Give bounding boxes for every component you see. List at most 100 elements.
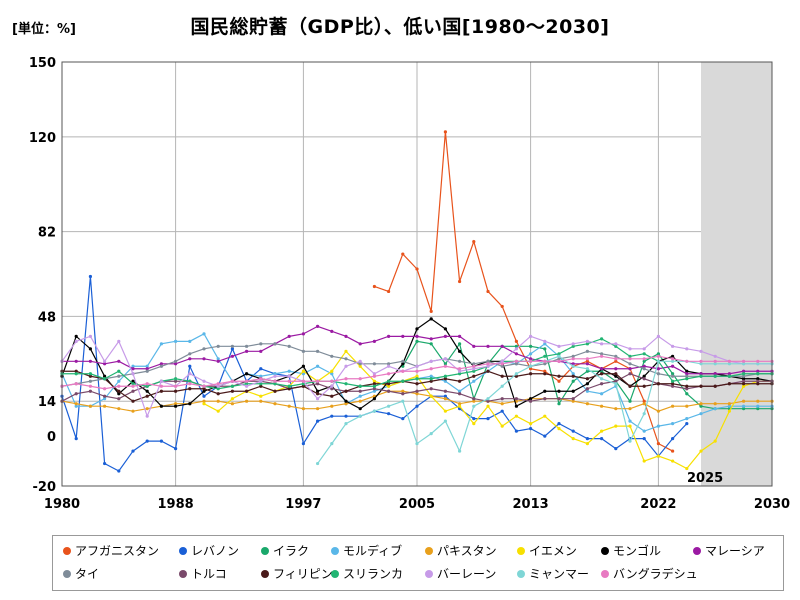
data-point <box>387 382 391 386</box>
data-point <box>429 394 433 398</box>
data-point <box>174 377 178 381</box>
legend-swatch <box>261 546 269 555</box>
data-point <box>571 429 575 433</box>
data-point <box>742 372 746 376</box>
data-point <box>401 252 405 256</box>
data-point <box>713 407 717 411</box>
data-point <box>628 419 632 423</box>
legend-item: イエメン <box>517 542 577 559</box>
data-point <box>316 461 320 466</box>
data-point <box>685 377 689 381</box>
data-point <box>387 412 391 416</box>
data-point <box>174 384 178 388</box>
data-point <box>387 384 391 388</box>
data-point <box>188 352 192 356</box>
data-point <box>344 349 348 353</box>
data-point <box>330 372 334 376</box>
series-line <box>203 350 772 470</box>
data-point <box>685 404 689 408</box>
data-point <box>671 359 675 363</box>
data-point <box>756 369 760 373</box>
legend-item: アフガニスタン <box>63 542 159 559</box>
data-point <box>656 354 661 358</box>
forecast-label: 2025 <box>687 471 723 486</box>
data-point <box>514 374 519 378</box>
data-point <box>401 417 405 421</box>
data-point <box>699 404 703 408</box>
legend-label: イラク <box>273 544 310 558</box>
data-point <box>245 379 249 383</box>
data-point <box>628 354 632 358</box>
data-point <box>159 342 163 346</box>
data-point <box>273 342 277 346</box>
data-point <box>713 362 717 366</box>
data-point <box>756 359 760 363</box>
data-point <box>401 369 405 373</box>
data-point <box>713 402 717 406</box>
data-point <box>571 364 575 368</box>
data-point <box>372 397 376 401</box>
data-point <box>230 347 234 351</box>
data-point <box>656 409 661 413</box>
data-point <box>500 362 504 366</box>
data-point <box>443 327 447 331</box>
legend-label: モルディブ <box>343 544 403 558</box>
data-point <box>159 362 163 366</box>
data-point <box>358 364 362 368</box>
data-point <box>103 374 107 378</box>
data-point <box>642 459 646 463</box>
data-point <box>642 359 646 363</box>
data-point <box>401 334 405 338</box>
data-point <box>330 369 334 373</box>
y-tick-label: -20 <box>33 480 57 495</box>
data-point <box>458 392 462 396</box>
data-point <box>656 334 661 338</box>
data-point <box>88 334 92 338</box>
data-point <box>671 404 675 408</box>
data-point <box>74 402 78 406</box>
data-point <box>415 334 419 338</box>
data-point <box>585 362 590 366</box>
data-point <box>557 402 561 406</box>
data-point <box>472 369 476 373</box>
data-point <box>88 404 92 408</box>
data-point <box>614 407 618 411</box>
data-point <box>117 339 121 343</box>
data-point <box>557 357 561 361</box>
data-point <box>600 372 604 376</box>
data-point <box>571 357 575 361</box>
data-point <box>372 379 376 383</box>
data-point <box>514 404 519 408</box>
data-point <box>131 382 135 386</box>
data-point <box>387 364 391 368</box>
data-point <box>330 387 334 391</box>
data-point <box>713 372 717 376</box>
data-point <box>628 357 632 361</box>
data-point <box>88 374 92 378</box>
data-point <box>358 414 362 418</box>
data-point <box>529 357 533 361</box>
data-point <box>159 389 163 393</box>
data-point <box>514 429 519 433</box>
data-point <box>529 427 533 431</box>
data-point <box>372 389 376 393</box>
legend-item: レバノン <box>179 542 239 559</box>
data-point <box>742 377 746 381</box>
data-point <box>543 372 547 376</box>
data-point <box>656 442 661 446</box>
data-point <box>344 402 348 406</box>
data-point <box>230 389 234 393</box>
data-point <box>88 372 92 376</box>
data-point <box>529 367 533 371</box>
data-point <box>344 414 348 418</box>
legend-label: アフガニスタン <box>75 544 160 558</box>
data-point <box>103 362 107 366</box>
legend-item: マレーシア <box>693 542 765 559</box>
series-7 <box>60 324 774 376</box>
data-point <box>429 379 433 383</box>
data-point <box>585 339 590 343</box>
data-point <box>443 419 447 423</box>
legend-swatch <box>331 546 339 555</box>
data-point <box>472 364 476 368</box>
data-point <box>585 437 590 441</box>
